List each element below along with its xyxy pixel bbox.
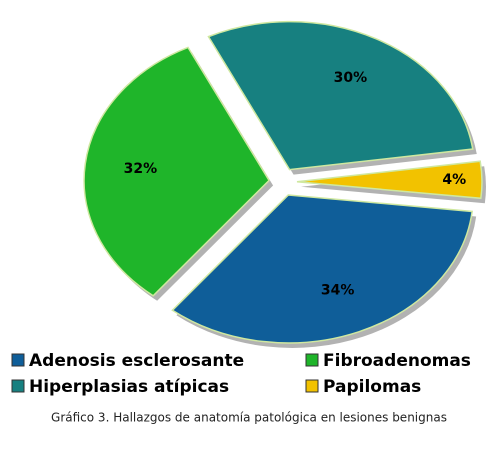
data-label: 30%: [334, 70, 368, 86]
legend-label: Fibroadenomas: [323, 351, 471, 371]
pie-slice: [207, 20, 474, 171]
pie-slice: [296, 160, 483, 200]
pie-slice: [171, 194, 474, 344]
data-label: 32%: [124, 161, 158, 177]
legend-swatch: [11, 379, 25, 393]
legend-label: Papilomas: [323, 377, 421, 397]
data-label: 4%: [442, 172, 466, 188]
legend-swatch: [305, 379, 319, 393]
data-label: 34%: [321, 283, 355, 299]
caption: Gráfico 3. Hallazgos de anatomía patológ…: [51, 411, 447, 425]
legend-label: Hiperplasias atípicas: [29, 377, 229, 397]
legend-label: Adenosis esclerosante: [29, 351, 244, 371]
legend-swatch: [305, 353, 319, 367]
pie-slice: [83, 46, 271, 297]
legend-swatch: [11, 353, 25, 367]
